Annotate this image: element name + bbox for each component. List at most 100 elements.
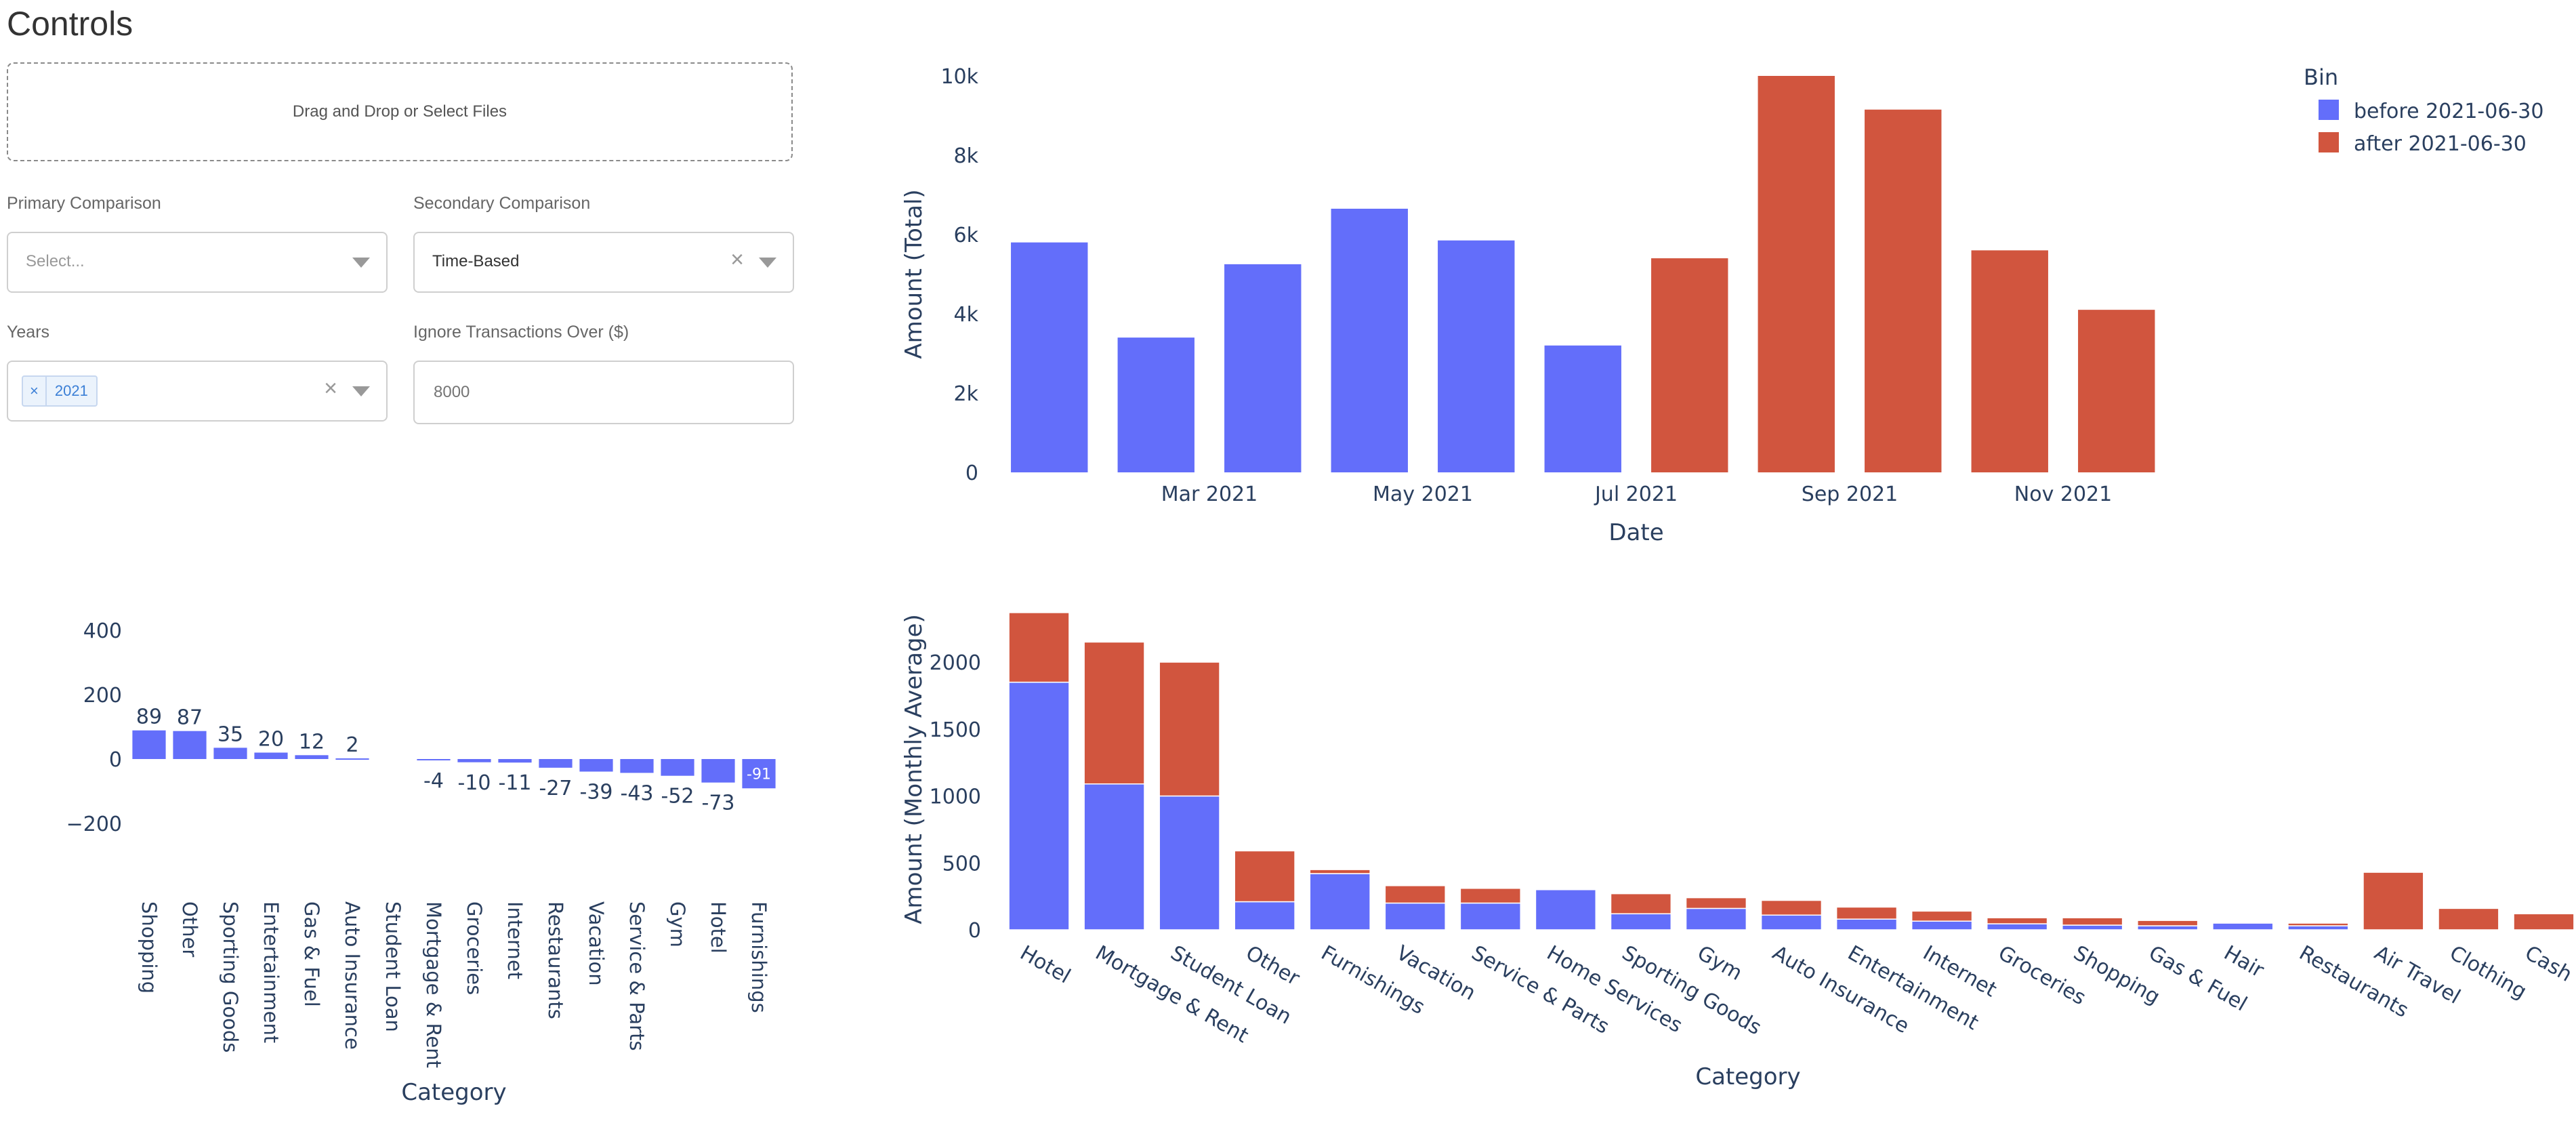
data-label: -10 — [458, 771, 491, 795]
y-tick-label: 10k — [940, 65, 978, 89]
bar — [2078, 310, 2155, 472]
clear-icon[interactable]: × — [324, 375, 337, 401]
legend-swatch — [2319, 132, 2339, 152]
bar — [539, 759, 573, 768]
bar — [295, 755, 329, 759]
bar — [132, 730, 166, 759]
bar — [661, 759, 694, 776]
bar — [498, 759, 532, 763]
bar — [1758, 76, 1835, 472]
x-tick-label: Vacation — [585, 901, 608, 986]
chevron-down-icon[interactable] — [352, 258, 370, 268]
data-label: 35 — [217, 722, 243, 746]
legend-swatch — [2319, 100, 2339, 120]
bar — [1117, 338, 1194, 472]
bar — [1544, 345, 1621, 472]
bar-segment — [1835, 918, 1898, 930]
bar-segment — [2137, 920, 2199, 926]
bar — [173, 731, 207, 759]
x-tick-label: Auto Insurance — [1768, 941, 1913, 1039]
ignore-transactions-label: Ignore Transactions Over ($) — [413, 323, 629, 342]
bar — [335, 758, 369, 760]
bar — [1865, 109, 1942, 473]
bar-segment — [1008, 681, 1070, 930]
data-label: 89 — [136, 705, 162, 729]
bar-segment — [1384, 885, 1446, 904]
y-tick-label: 400 — [83, 619, 122, 643]
y-tick-label: 200 — [83, 684, 122, 708]
bar-segment — [1835, 906, 1898, 920]
bar-segment — [2287, 922, 2349, 926]
y-tick-label: 1000 — [930, 785, 981, 809]
data-label: -11 — [499, 771, 532, 795]
bar — [1438, 240, 1515, 472]
bar-segment — [2062, 917, 2123, 926]
bar-segment — [1986, 923, 2048, 930]
bar-segment — [1309, 873, 1371, 930]
data-label: -39 — [580, 781, 613, 804]
secondary-comparison-value: Time-Based — [432, 252, 520, 270]
secondary-comparison-dropdown[interactable]: Time-Based × — [413, 232, 794, 293]
y-tick-label: 2k — [954, 382, 979, 406]
x-tick-label: Gas & Fuel — [300, 901, 323, 1007]
file-upload-dropzone[interactable]: Drag and Drop or Select Files — [7, 62, 793, 161]
bar — [579, 759, 613, 772]
bar — [417, 759, 451, 760]
bar — [1011, 242, 1088, 472]
x-tick-label: Service & Parts — [625, 901, 648, 1051]
bar — [1331, 208, 1408, 472]
bar-segment — [1535, 889, 1597, 930]
bar-segment — [1008, 612, 1070, 683]
x-axis-title: Category — [401, 1079, 506, 1106]
bar — [620, 759, 654, 773]
x-tick-label: Entertainment — [1844, 941, 1982, 1036]
bar — [1651, 258, 1728, 472]
bar-segment — [2062, 924, 2123, 930]
x-tick-label: Shopping — [138, 901, 161, 994]
years-label: Years — [7, 323, 50, 342]
bar-segment — [1911, 910, 1973, 922]
bar-segment — [2137, 925, 2199, 930]
data-label: 20 — [258, 728, 284, 752]
primary-comparison-placeholder: Select... — [26, 252, 85, 270]
chevron-down-icon[interactable] — [352, 386, 370, 396]
legend-item: before 2021-06-30 — [2354, 100, 2543, 123]
x-tick-label: Sep 2021 — [1802, 483, 1898, 506]
data-label: -27 — [539, 777, 573, 800]
bar-segment — [1986, 917, 2048, 924]
x-tick-label: Gym — [666, 901, 689, 947]
bar — [742, 759, 776, 789]
bar — [701, 759, 735, 783]
bar-segment — [1234, 850, 1295, 903]
data-label: -4 — [423, 769, 444, 793]
years-multiselect[interactable]: × 2021 × — [7, 361, 388, 422]
bar-segment — [1384, 902, 1446, 930]
ignore-transactions-input[interactable] — [432, 382, 738, 403]
x-tick-label: Sporting Goods — [219, 901, 242, 1052]
primary-comparison-dropdown[interactable]: Select... — [7, 232, 388, 293]
x-tick-label: Mortgage & Rent — [422, 901, 445, 1068]
bar — [254, 752, 288, 759]
x-tick-label: Internet — [503, 901, 526, 979]
clear-icon[interactable]: × — [730, 247, 744, 272]
bar-segment — [2363, 872, 2424, 930]
y-tick-label: −200 — [66, 813, 122, 836]
x-tick-label: Mar 2021 — [1161, 483, 1258, 506]
x-tick-label: Student Loan — [381, 901, 404, 1032]
bar-segment — [2287, 925, 2349, 930]
y-tick-label: 0 — [968, 919, 981, 943]
chevron-down-icon[interactable] — [759, 258, 776, 268]
x-axis-title: Date — [1608, 519, 1663, 546]
bar-segment — [1610, 893, 1672, 915]
ignore-transactions-field[interactable] — [413, 361, 794, 424]
bar — [457, 759, 491, 762]
x-tick-label: Nov 2021 — [2014, 483, 2112, 506]
y-tick-label: 1500 — [930, 718, 981, 742]
y-tick-label: 0 — [965, 462, 978, 485]
data-label: -91 — [747, 766, 771, 783]
total-amount-by-date-chart: 0 2k 4k 6k 8k 10k Mar 2021 May 2021 Jul 2021 Sep … — [900, 64, 2543, 546]
tag-remove-icon[interactable]: × — [23, 377, 47, 405]
bar — [1224, 264, 1302, 472]
bar-segment — [1685, 897, 1747, 909]
x-tick-label: Other — [178, 901, 201, 957]
